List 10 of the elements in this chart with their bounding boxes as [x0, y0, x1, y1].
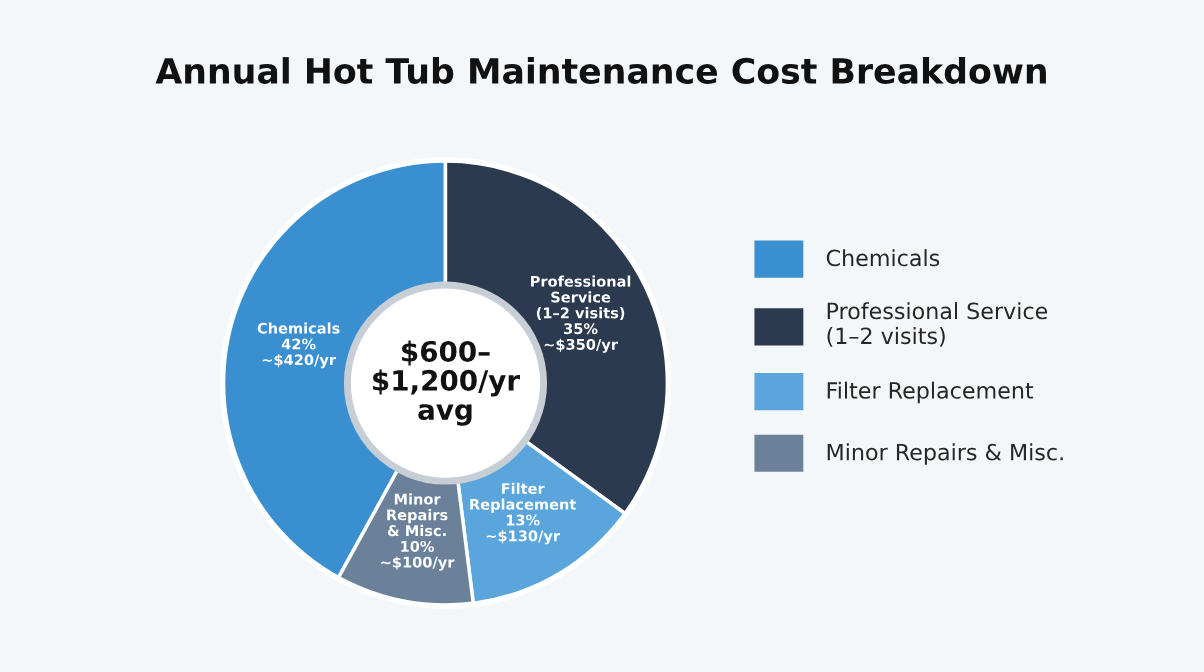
- text: $600– $1,200/yr avg: [373, 340, 520, 426]
- legend-label: Filter Replacement: [827, 381, 1034, 404]
- legend-label: Minor Repairs & Misc.: [827, 443, 1063, 465]
- data-label: Chemicals 42% ~$420/yr: [257, 322, 340, 369]
- data-label: Professional Service (1–2 visits) 35% ~$350/yr: [531, 275, 631, 353]
- legend-label: Professional Service (1–2 visits): [827, 302, 1048, 347]
- data-label: Minor Repairs & Misc. 10% ~$100/yr: [381, 493, 455, 571]
- legend-label: Chemicals: [826, 249, 940, 267]
- data-label: Filter Replacement 13% ~$130/yr: [470, 482, 577, 545]
- chart-title: Annual Hot Tub Maintenance Cost Breakdown: [155, 57, 1046, 84]
